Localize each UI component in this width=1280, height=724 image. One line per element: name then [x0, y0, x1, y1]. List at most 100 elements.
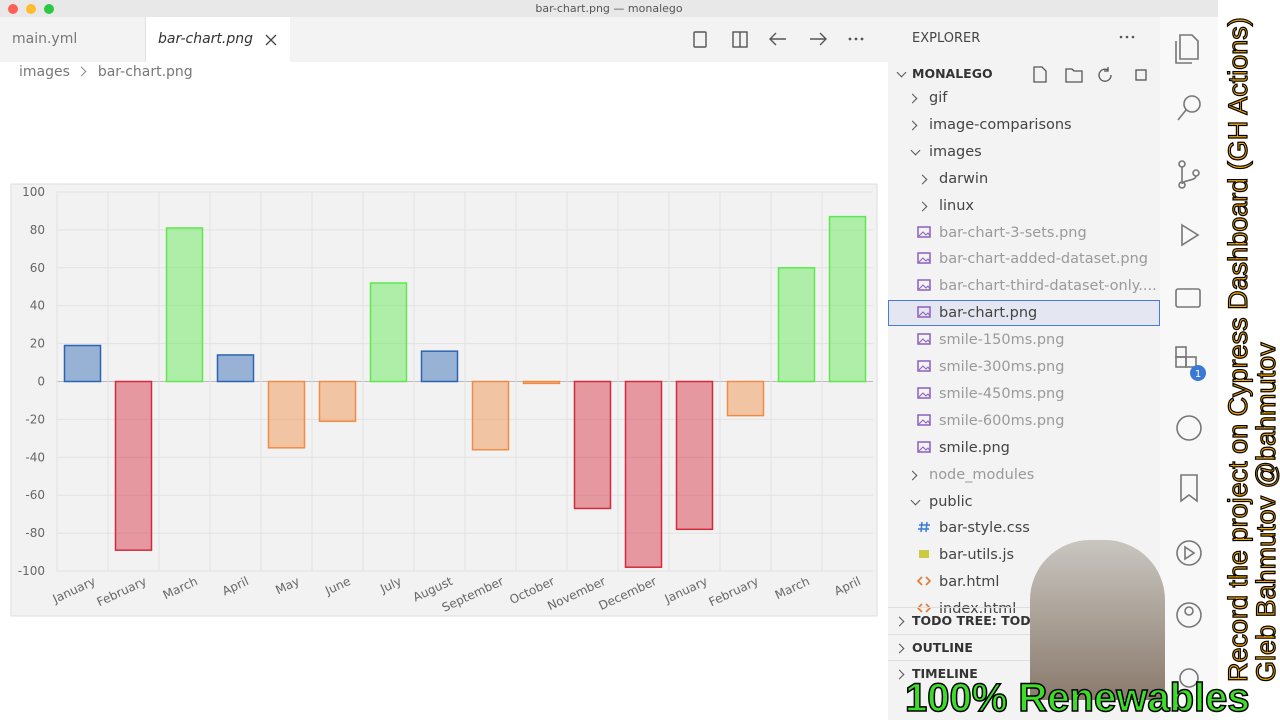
tree-item[interactable]: gif	[888, 85, 1160, 111]
collapse-icon[interactable]	[1135, 69, 1147, 81]
tree-item[interactable]: images	[888, 139, 1160, 165]
tree-label: bar-chart-added-dataset.png	[939, 251, 1148, 268]
explorer-actions	[1033, 66, 1147, 83]
tree-item[interactable]: smile-300ms.png	[888, 354, 1160, 380]
remote-icon[interactable]	[1175, 288, 1201, 308]
bar	[318, 380, 357, 423]
file-icon	[917, 547, 931, 561]
github-icon[interactable]	[1176, 415, 1202, 441]
tree-item[interactable]: smile.png	[888, 435, 1160, 461]
tree-label: gif	[929, 90, 948, 106]
breadcrumb-item[interactable]: images	[19, 64, 70, 80]
y-tick-label: -100	[18, 564, 45, 578]
tree-label: bar-chart.png	[939, 305, 1038, 322]
minimize-button[interactable]	[26, 4, 36, 14]
panel-header[interactable]: TIMELINE	[888, 660, 1160, 686]
extensions-icon[interactable]	[1175, 346, 1197, 368]
image-preview: -100-80-60-40-20020406080100JanuaryFebru…	[10, 183, 878, 617]
tree-item[interactable]: smile-600ms.png	[888, 408, 1160, 434]
tree-item[interactable]: image-comparisons	[888, 112, 1160, 138]
y-tick-label: 40	[30, 299, 45, 313]
y-tick-label: 80	[30, 223, 45, 237]
run-icon[interactable]	[1181, 223, 1200, 247]
tab-bar: main.yml bar-chart.png	[0, 17, 888, 62]
bar	[63, 344, 102, 383]
tab[interactable]: main.yml	[0, 17, 146, 62]
y-tick-label: 0	[37, 375, 45, 389]
forward-icon[interactable]	[810, 32, 827, 46]
bar	[675, 380, 714, 531]
accounts-icon[interactable]	[1176, 602, 1202, 628]
chevron	[894, 643, 905, 653]
tree-item[interactable]: linux	[888, 193, 1160, 219]
refresh-icon[interactable]	[1098, 67, 1112, 82]
tree-item[interactable]: bar-utils.js	[888, 542, 1160, 568]
scm-icon[interactable]	[1178, 160, 1200, 189]
tree-item[interactable]: bar-chart-third-dataset-only....	[888, 273, 1160, 299]
webcam	[1030, 540, 1165, 700]
tree-item[interactable]: bar-chart.png	[888, 300, 1160, 327]
tree-item[interactable]: bar-chart-3-sets.png	[888, 220, 1160, 246]
tree-label: image-comparisons	[929, 116, 1072, 133]
tree-item[interactable]: bar-style.css	[888, 515, 1160, 541]
chevron	[910, 495, 921, 505]
file-icon	[917, 386, 931, 400]
badge-count: 1	[1195, 369, 1201, 380]
back-icon[interactable]	[769, 32, 786, 46]
cypress-icon[interactable]	[1176, 540, 1202, 566]
compare-icon[interactable]	[693, 31, 707, 48]
bar	[471, 380, 510, 451]
tree-label: darwin	[939, 170, 989, 187]
file-icon	[917, 251, 931, 265]
tree-label: public	[929, 493, 973, 510]
bar	[573, 380, 612, 510]
y-tick-label: -20	[25, 412, 45, 426]
tree-label: smile.png	[939, 439, 1010, 456]
y-tick-label: 20	[30, 337, 45, 351]
close-button[interactable]	[8, 4, 18, 14]
tree-item[interactable]: smile-150ms.png	[888, 327, 1160, 353]
settings-icon[interactable]	[1179, 668, 1199, 688]
explorer-root[interactable]: MONALEGO	[888, 61, 1160, 87]
breadcrumb-item[interactable]: bar-chart.png	[97, 64, 193, 80]
zoom-button[interactable]	[44, 4, 54, 14]
tree-item[interactable]: smile-450ms.png	[888, 381, 1160, 407]
file-icon	[917, 413, 931, 427]
tree-item[interactable]: public	[888, 489, 1160, 515]
tree-item[interactable]: darwin	[888, 166, 1160, 192]
file-icon	[917, 225, 931, 239]
bookmarks-icon[interactable]	[1180, 474, 1198, 503]
tree-item[interactable]: bar-chart-added-dataset.png	[888, 246, 1160, 272]
new-folder-icon[interactable]	[1065, 68, 1083, 83]
tree-item[interactable]: node_modules	[888, 462, 1160, 488]
tree-label: smile-300ms.png	[939, 359, 1065, 375]
y-tick-label: 100	[22, 185, 45, 199]
breadcrumb: images bar-chart.png	[19, 64, 193, 80]
title-bar: bar-chart.png — monalego	[0, 0, 1218, 17]
tab-active[interactable]: bar-chart.png	[146, 17, 290, 62]
tree-item[interactable]: bar.html	[888, 569, 1160, 595]
overlay-text: Record the project on Cypress Dashboard …	[1222, 17, 1253, 683]
tree-label: images	[929, 143, 982, 160]
explorer-title: EXPLORER	[912, 31, 981, 46]
panel-header[interactable]: TODO TREE: TODOS	[888, 607, 1160, 633]
file-icon	[917, 278, 931, 292]
tree-item[interactable]: index.html	[888, 596, 1160, 622]
badge	[1190, 365, 1206, 381]
more-icon[interactable]	[848, 37, 864, 41]
bar	[216, 354, 255, 383]
search-icon[interactable]	[1183, 95, 1201, 113]
chevron	[894, 616, 905, 627]
more-icon[interactable]	[1113, 31, 1143, 43]
tree-label: bar-style.css	[939, 520, 1030, 537]
bar	[369, 282, 408, 383]
new-file-icon[interactable]	[1033, 66, 1047, 83]
close-tab-icon[interactable]	[265, 34, 277, 46]
y-tick-label: -40	[25, 450, 45, 464]
panel-header[interactable]: OUTLINE	[888, 633, 1160, 660]
activity-bar: 1	[1160, 17, 1218, 720]
explorer-icon[interactable]	[1175, 34, 1199, 64]
chevron	[896, 67, 907, 78]
y-tick-label: 60	[30, 261, 45, 275]
